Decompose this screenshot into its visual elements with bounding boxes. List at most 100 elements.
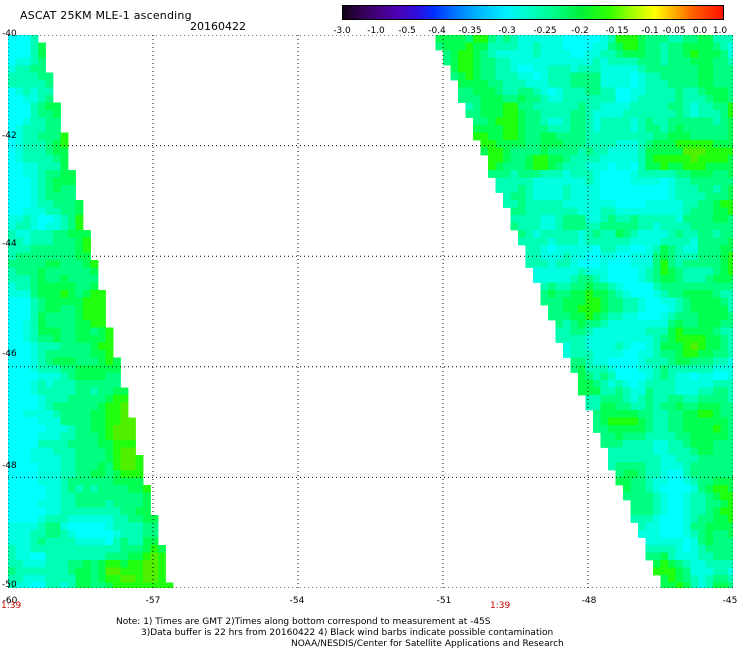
wind-cell [623,170,631,178]
wind-cell [608,132,616,141]
wind-cell [540,155,549,163]
wind-cell [698,522,706,531]
wind-cell [23,275,31,283]
wind-cell [53,515,61,523]
wind-cell [630,87,639,96]
wind-cell [705,462,714,471]
wind-cell [578,35,586,43]
wind-cell [675,395,684,403]
wind-cell [653,267,661,276]
wind-cell [548,162,556,171]
wind-cell [23,365,31,373]
wind-cell [525,95,534,103]
wind-cell [90,462,99,471]
wind-cell [158,552,166,561]
wind-cell [630,230,639,238]
wind-cell [510,95,519,103]
wind-cell [728,125,733,133]
wind-cell [608,290,616,298]
wind-cell [578,252,586,261]
wind-cell [683,522,691,531]
wind-cell [690,140,699,148]
wind-cell [705,282,714,291]
wind-cell [653,245,661,253]
wind-cell [705,245,714,253]
wind-cell [638,207,646,216]
wind-cell [113,387,121,396]
wind-cell [660,87,669,96]
wind-cell [23,215,31,223]
wind-cell [593,132,601,141]
wind-cell [8,125,16,133]
wind-cell [690,110,699,118]
wind-cell [645,305,654,313]
wind-cell [90,282,99,291]
wind-cell [38,170,46,178]
wind-cell [668,515,676,523]
wind-cell [728,95,733,103]
wind-cell [8,102,16,111]
wind-cell [495,132,504,141]
wind-cell [105,425,114,433]
wind-cell [38,185,46,193]
wind-cell [98,507,106,516]
wind-cell [450,42,459,51]
wind-cell [60,222,69,231]
wind-cell [713,327,721,336]
wind-cell [23,57,31,66]
wind-cell [720,440,729,448]
wind-cell [83,545,91,553]
wind-cell [630,140,639,148]
wind-cell [593,42,601,51]
wind-cell [660,537,669,546]
wind-cell [638,357,646,366]
wind-cell [698,260,706,268]
wind-cell [638,372,646,381]
wind-cell [45,147,54,156]
wind-cell [8,440,16,448]
wind-cell [713,342,721,351]
wind-cell [705,537,714,546]
wind-cell [660,170,669,178]
wind-cell [713,117,721,126]
wind-cell [615,170,624,178]
wind-cell [608,170,616,178]
wind-cell [495,65,504,73]
wind-cell [8,215,16,223]
wind-cell [720,297,729,306]
wind-cell [593,185,601,193]
wind-cell [683,192,691,201]
wind-cell [53,237,61,246]
wind-cell [60,560,69,568]
wind-cell [30,132,39,141]
wind-cell [690,65,699,73]
wind-cell [30,282,39,291]
wind-cell [600,185,609,193]
wind-cell [720,305,729,313]
wind-cell [570,72,579,81]
wind-cell [585,170,594,178]
wind-cell [645,432,654,441]
wind-cell [675,312,684,321]
wind-cell [728,410,733,418]
wind-cell [615,380,624,388]
wind-cell [120,530,129,538]
wind-cell [660,95,669,103]
wind-cell [705,102,714,111]
wind-cell [23,252,31,261]
wind-cell [645,275,654,283]
wind-cell [660,132,669,141]
wind-cell [98,462,106,471]
wind-cell [488,155,496,163]
wind-cell [578,222,586,231]
wind-cell [45,192,54,201]
wind-cell [615,252,624,261]
wind-cell [480,147,489,156]
wind-cell [660,485,669,493]
wind-cell [525,170,534,178]
wind-cell [720,560,729,568]
wind-cell [593,417,601,426]
wind-cell [45,87,54,96]
wind-cell [690,95,699,103]
wind-cell [585,155,594,163]
